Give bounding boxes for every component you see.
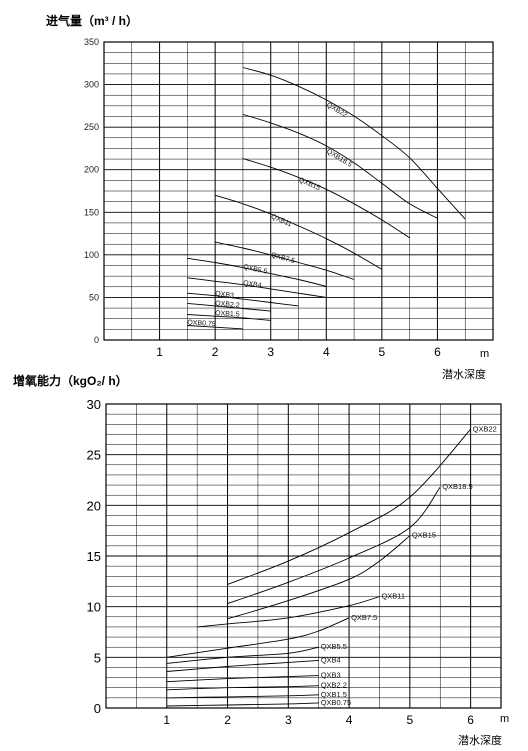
y-tick-label: 150 [84,207,99,217]
series-line-qxb3 [187,292,299,307]
chart-title: 进气量（m³ / h） [46,13,138,28]
y-tick-label: 0 [94,335,99,345]
series-label-qxb7-5: QXB7.5 [270,252,296,265]
x-tick-label: 3 [285,713,292,727]
series-line-qxb4 [166,659,319,672]
series-line-qxb1-5 [187,314,271,321]
series-line-qxb7-5 [166,617,350,658]
series-label-qxb0-75: QXB0.75 [187,319,216,328]
series-label-qxb7-5: QXB7.5 [351,613,377,622]
series-line-qxb18-5 [227,486,441,605]
series-label-qxb2-2: QXB2.2 [321,681,347,690]
series-label-qxb18-5: QXB18.5 [325,148,353,169]
series-line-qxb5-5 [187,257,327,287]
series-line-qxb11 [197,596,380,628]
series-line-qxb15 [242,158,410,239]
chart-title: 增氧能力（kgO₂/ h） [13,373,128,388]
x-tick-label: 6 [434,345,441,359]
series-label-qxb11: QXB11 [381,592,405,601]
x-tick-label: 5 [407,713,414,727]
air-intake-chart: 进气量（m³ / h） QXB22 QXB18.5 QXB15 QXB11 QXB7.5… [46,13,494,380]
y-tick-label: 30 [87,397,101,412]
y-tick-label: 0 [94,701,101,716]
y-tick-label: 10 [87,600,101,615]
plot-frame [105,403,502,709]
series-label-qxb15: QXB15 [412,531,436,540]
grid [103,41,494,341]
x-tick-label: 4 [346,713,353,727]
oxygenation-chart-svg: 增氧能力（kgO₂/ h） QXB22 QXB18.5 QXB15 QXB11 QXB7… [13,373,509,747]
series-line-qxb4 [187,277,327,298]
tick-labels: 0 50 100 150 200 250 300 350 1 2 3 4 5 6 [84,37,441,359]
x-unit: m [480,348,489,360]
x-tick-label: 1 [156,345,163,359]
series-line-qxb3 [166,675,319,683]
x-axis-label: 潜水深度 [458,733,502,747]
x-tick-label: 2 [224,713,231,727]
series-label-qxb22: QXB22 [473,424,497,433]
y-tick-label: 50 [89,292,99,302]
series-label-qxb3: QXB3 [215,290,234,299]
series-line-qxb5-5 [166,646,319,664]
series-line-qxb1-5 [166,694,319,699]
air-intake-chart-svg: 进气量（m³ / h） QXB22QXB18.5QXB15QXB11QXB7.5… [46,13,494,380]
series-line-qxb2-2 [166,685,319,691]
series-label-qxb18-5: QXB18.5 [442,482,472,491]
series-label-qxb3: QXB3 [321,671,341,680]
y-tick-label: 5 [94,650,101,665]
series-line-qxb22 [242,67,466,220]
y-tick-label: 300 [84,80,99,90]
x-axis-label: 潜水深度 [442,367,486,380]
series-label-qxb1-5: QXB1.5 [215,310,240,318]
y-tick-label: 20 [87,498,101,513]
x-tick-label: 5 [379,345,386,359]
x-unit: m [500,713,509,725]
grid [105,403,502,709]
series-line-qxb7-5 [215,241,355,280]
series-line-qxb15 [227,535,411,620]
oxygenation-chart: 增氧能力（kgO₂/ h） QXB22 QXB18.5 QXB15 QXB11 QXB7… [0,368,528,751]
series-label-qxb2-2: QXB2.2 [215,300,240,309]
series-label-qxb11: QXB11 [270,213,293,228]
series-line-qxb18-5 [242,113,438,219]
series-label-qxb15: QXB15 [298,177,322,192]
x-tick-label: 6 [467,713,474,727]
series-line-qxb0-75 [166,702,319,707]
y-tick-label: 25 [87,448,101,463]
series-line-qxb2-2 [187,302,271,312]
y-tick-label: 250 [84,122,99,132]
series-label-qxb4: QXB4 [243,280,263,290]
y-tick-label: 15 [87,549,101,564]
series-line-qxb0-75 [187,325,243,330]
series-label-qxb1-5: QXB1.5 [321,690,347,699]
series-label-qxb5-5: QXB5.5 [321,642,347,651]
series-label-qxb4: QXB4 [321,655,341,664]
x-tick-label: 4 [323,345,330,359]
y-tick-label: 200 [84,165,99,175]
y-tick-label: 350 [84,37,99,47]
y-tick-label: 100 [84,250,99,260]
x-tick-label: 3 [267,345,274,359]
plot-frame [103,41,494,341]
series-group: QXB22 QXB18.5 QXB15 QXB11 QXB7.5 QXB5.5 QXB4 QX… [166,424,497,707]
x-tick-label: 1 [163,713,170,727]
series-line-qxb22 [227,429,471,585]
tick-labels: 0 5 10 15 20 25 30 1 2 3 4 5 6 [87,397,475,727]
x-tick-label: 2 [212,345,219,359]
series-line-qxb11 [214,194,383,270]
series-label-qxb0-75: QXB0.75 [321,698,351,707]
